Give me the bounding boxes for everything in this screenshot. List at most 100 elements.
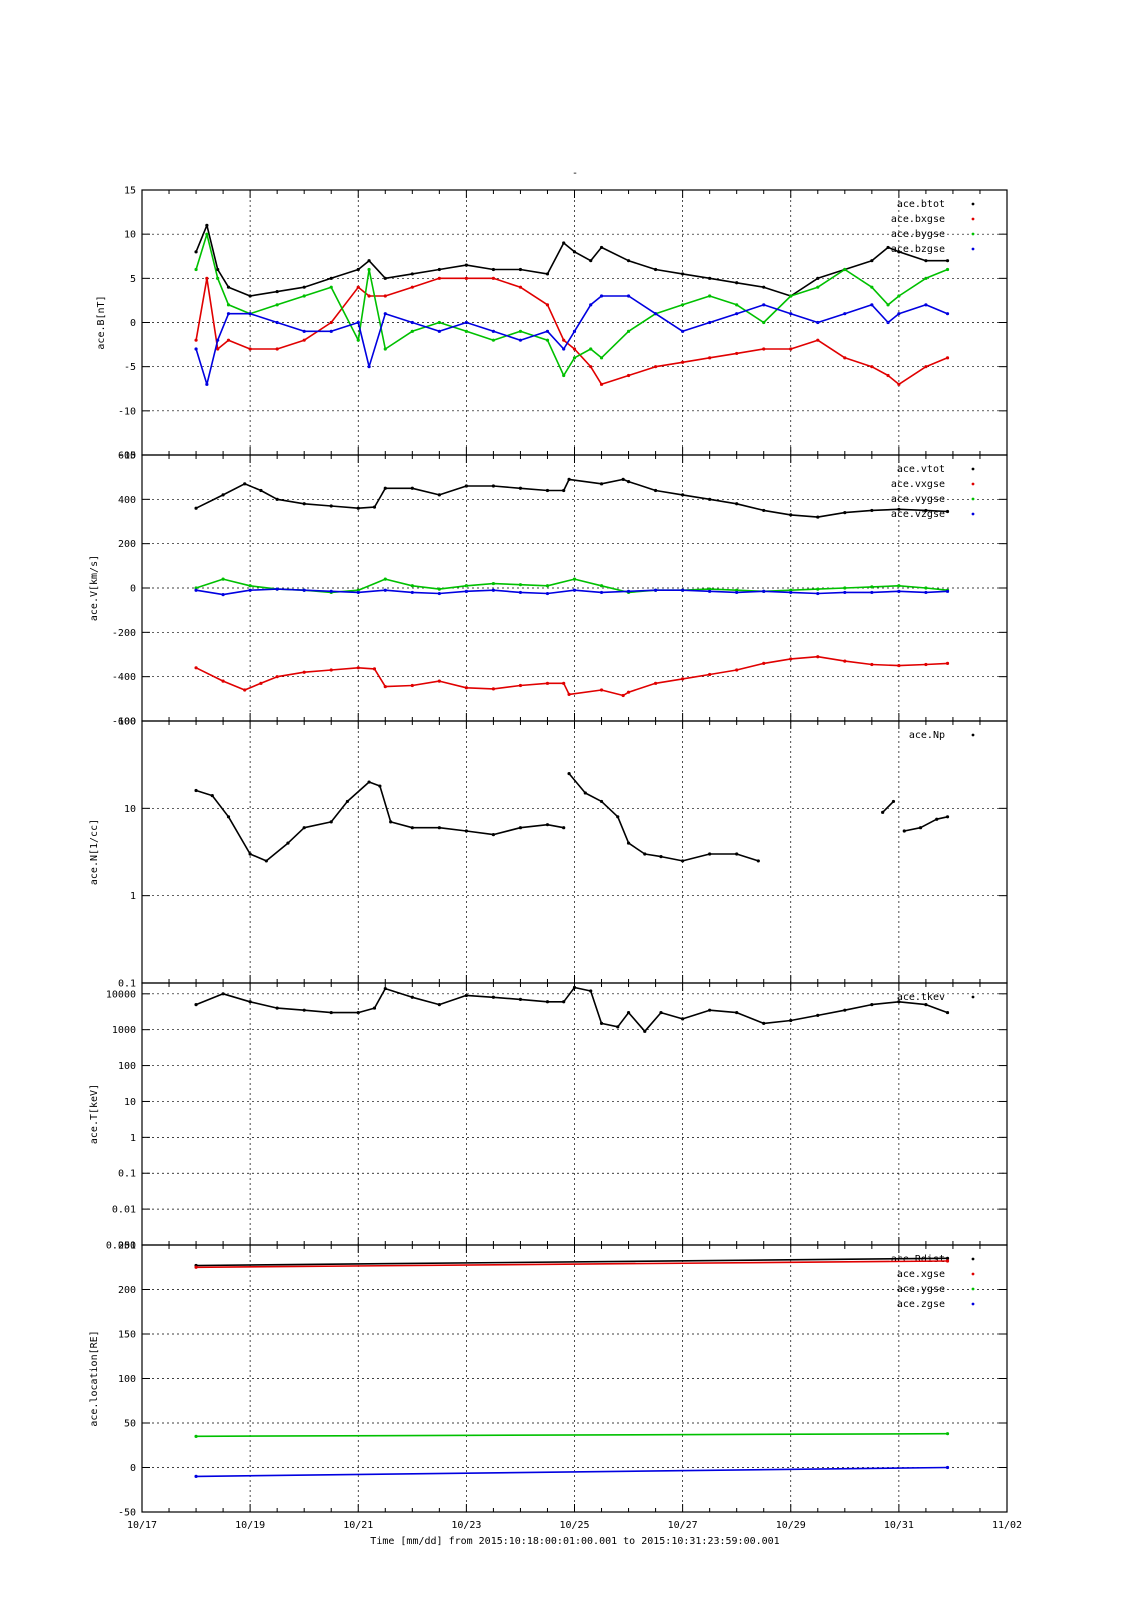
data-point xyxy=(491,687,496,691)
data-point xyxy=(599,482,604,486)
series-line-ace-Np xyxy=(568,773,759,862)
data-point xyxy=(843,312,847,316)
data-point xyxy=(302,329,306,333)
data-point xyxy=(626,690,631,694)
data-point xyxy=(897,663,901,668)
data-point xyxy=(897,1000,901,1004)
data-point xyxy=(870,259,874,263)
legend-marker xyxy=(971,482,975,486)
y-tick-label: 100 xyxy=(118,1374,136,1385)
data-point xyxy=(897,312,901,316)
y-tick-label: 1000 xyxy=(112,1025,136,1036)
data-point xyxy=(843,267,847,272)
data-point xyxy=(216,276,220,280)
data-point xyxy=(572,347,577,351)
data-point xyxy=(226,815,231,819)
data-point xyxy=(886,303,890,307)
data-point xyxy=(464,263,468,267)
data-point xyxy=(945,356,950,360)
data-point xyxy=(275,289,279,294)
data-point xyxy=(643,1029,647,1033)
series-line-ace-Rdist xyxy=(196,1257,948,1267)
data-point xyxy=(221,679,225,683)
data-point xyxy=(275,347,279,351)
data-point xyxy=(945,1256,950,1260)
series-line-ace-ygse xyxy=(196,1432,948,1438)
data-point xyxy=(275,1006,279,1010)
data-point xyxy=(367,294,371,298)
data-point xyxy=(897,584,901,588)
data-point xyxy=(194,586,198,590)
data-point xyxy=(302,285,306,289)
data-point xyxy=(924,365,928,369)
data-point xyxy=(589,347,593,351)
data-point xyxy=(897,382,901,386)
data-point xyxy=(886,320,890,325)
data-point xyxy=(562,373,566,378)
data-point xyxy=(410,826,414,830)
data-point xyxy=(194,506,198,510)
data-point xyxy=(659,855,663,859)
y-tick-label: 400 xyxy=(118,495,136,506)
data-point xyxy=(653,681,658,685)
legend-label: ace.bzgse xyxy=(891,244,945,255)
data-point xyxy=(545,272,550,276)
data-point xyxy=(562,488,566,493)
data-point xyxy=(816,276,820,280)
data-point xyxy=(599,294,604,298)
data-point xyxy=(518,590,523,595)
data-point xyxy=(518,826,523,830)
data-point xyxy=(221,493,225,497)
data-point xyxy=(275,497,279,501)
y-tick-label: 150 xyxy=(118,1330,136,1341)
legend-marker xyxy=(971,247,975,251)
data-point xyxy=(410,683,414,688)
data-point xyxy=(756,859,760,863)
y-tick-label: -400 xyxy=(112,672,136,683)
x-tick-label: 10/31 xyxy=(884,1520,914,1531)
data-point xyxy=(881,810,885,814)
data-point xyxy=(464,329,468,333)
y-tick-label: 200 xyxy=(118,1285,136,1296)
data-point xyxy=(205,276,209,280)
data-point xyxy=(562,347,566,351)
data-point xyxy=(599,799,604,804)
data-point xyxy=(599,245,604,250)
data-point xyxy=(897,294,901,298)
data-point xyxy=(356,267,360,272)
data-point xyxy=(345,799,350,804)
legend-marker xyxy=(971,217,975,221)
data-point xyxy=(762,320,766,325)
data-point xyxy=(708,672,712,677)
data-point xyxy=(816,655,820,659)
data-point xyxy=(491,338,496,342)
data-point xyxy=(464,589,468,593)
data-point xyxy=(329,504,333,508)
data-point xyxy=(653,312,658,316)
data-point xyxy=(567,771,571,776)
data-point xyxy=(275,320,279,325)
data-point xyxy=(681,677,685,681)
data-point xyxy=(681,272,685,276)
data-point xyxy=(567,692,571,697)
data-point xyxy=(762,589,766,593)
data-point xyxy=(681,360,685,364)
data-point xyxy=(589,989,593,993)
legend-marker xyxy=(971,1287,975,1291)
data-point xyxy=(464,320,468,325)
data-point xyxy=(945,661,950,665)
data-point xyxy=(572,588,577,592)
data-point xyxy=(194,338,198,342)
y-axis-label: ace.location[RE] xyxy=(89,1330,100,1426)
data-point xyxy=(329,276,333,280)
data-point xyxy=(372,505,377,509)
data-point xyxy=(621,693,625,698)
data-point xyxy=(226,312,231,316)
legend-label: ace.zgse xyxy=(897,1299,945,1310)
legend-marker xyxy=(971,202,975,206)
legend-label: ace.tkev xyxy=(897,992,945,1003)
data-point xyxy=(437,587,441,591)
data-point xyxy=(843,586,847,590)
data-point xyxy=(924,1003,928,1007)
